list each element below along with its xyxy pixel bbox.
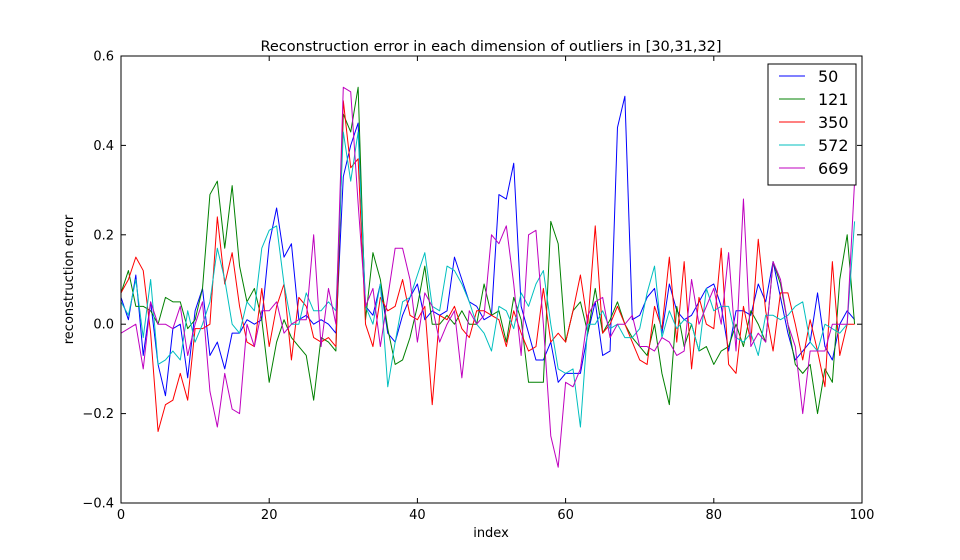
y-axis-label: reconstruction error (62, 214, 77, 344)
x-tick-label: 80 (706, 508, 723, 523)
chart-title: Reconstruction error in each dimension o… (260, 39, 721, 55)
x-tick-label: 100 (850, 508, 875, 523)
x-axis-label: index (473, 526, 509, 541)
y-tick-label: 0.2 (93, 228, 114, 243)
plot-area (120, 86, 856, 468)
x-tick-label: 0 (117, 508, 125, 523)
series-line-350 (120, 100, 855, 432)
y-tick-label: 0.4 (93, 139, 114, 154)
x-tick-label: 40 (409, 508, 426, 523)
legend-label: 50 (818, 67, 838, 86)
series-line-572 (120, 131, 856, 428)
legend-box (767, 63, 857, 186)
legend-label: 669 (818, 159, 849, 178)
axes-frame (120, 55, 863, 504)
legend-label: 121 (818, 90, 849, 109)
axis-ticks: 0 20 40 60 80 100 −0.4 −0.2 0.0 0.2 0.4 0.6 (82, 50, 874, 524)
legend-label: 350 (818, 113, 849, 132)
series-line-669 (120, 86, 856, 468)
y-tick-label: −0.2 (82, 407, 114, 422)
x-tick-label: 60 (557, 508, 574, 523)
series-line-121 (120, 86, 856, 415)
y-tick-label: 0.0 (93, 318, 114, 333)
y-tick-label: 0.6 (93, 50, 114, 65)
legend: 50 121 350 572 669 (767, 63, 857, 186)
x-tick-label: 20 (261, 508, 278, 523)
y-tick-label: −0.4 (82, 497, 114, 512)
legend-label: 572 (818, 136, 849, 155)
